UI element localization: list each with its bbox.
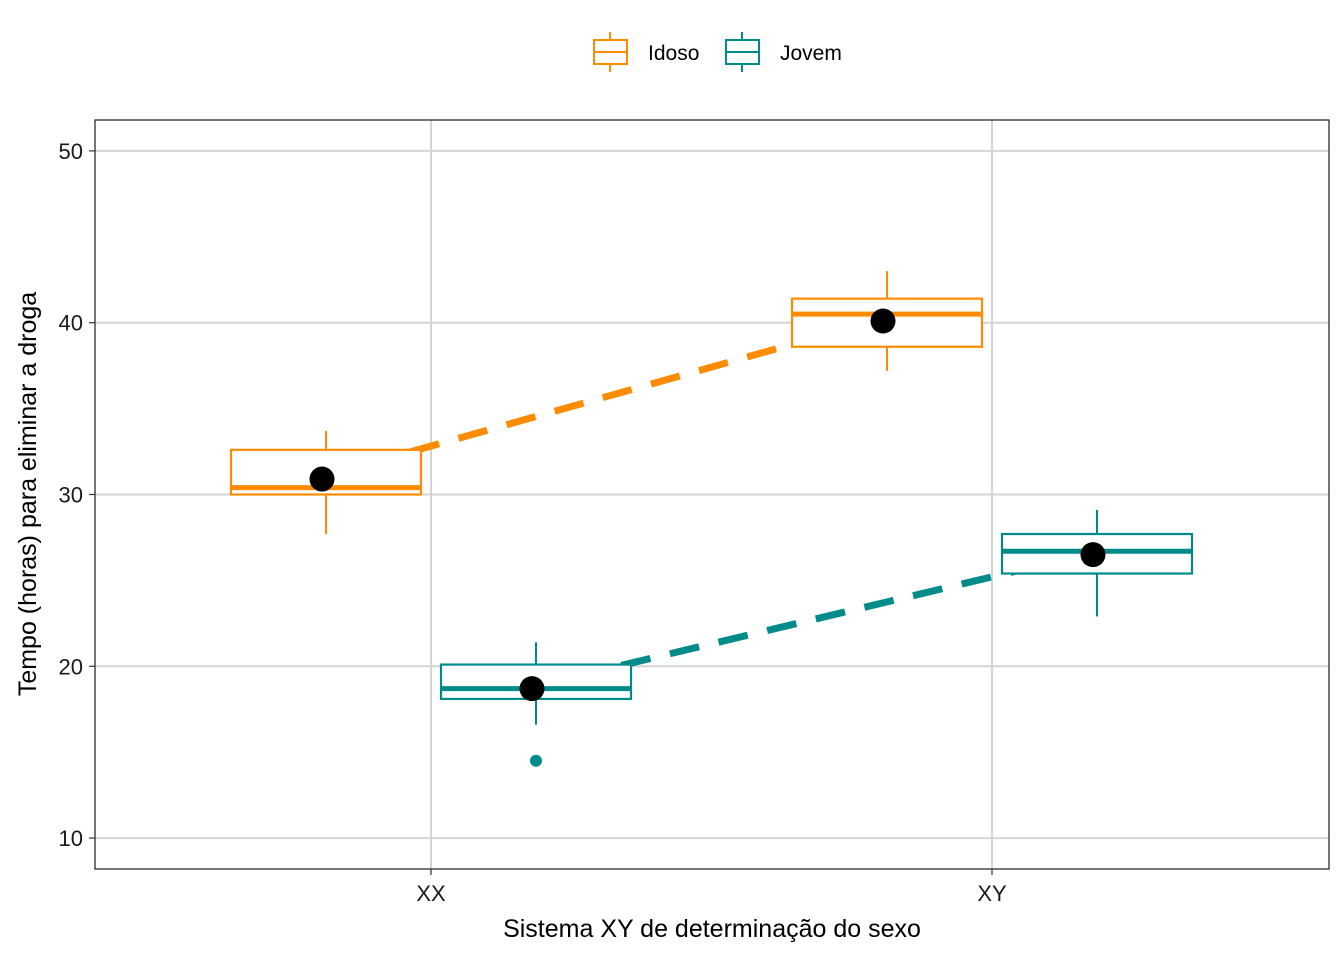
mean-point: [519, 676, 545, 702]
mean-point: [309, 466, 335, 492]
mean-lines: [313, 317, 1086, 693]
grid-lines: [95, 120, 1329, 869]
boxes: [229, 271, 1194, 767]
x-axis: XX XY: [416, 869, 1007, 906]
y-tick-label: 10: [59, 826, 83, 851]
y-axis: 10 20 30 40 50: [59, 139, 95, 851]
legend: Idoso Jovem: [593, 32, 842, 72]
y-tick-label: 20: [59, 654, 83, 679]
y-axis-title: Tempo (horas) para eliminar a droga: [14, 292, 42, 696]
legend-label: Idoso: [648, 42, 699, 65]
mean-point: [1080, 542, 1106, 568]
legend-item-jovem: Jovem: [725, 32, 842, 72]
y-tick-label: 50: [59, 139, 83, 164]
outlier-point: [530, 754, 542, 767]
mean-point: [870, 308, 896, 334]
y-tick-label: 40: [59, 311, 83, 336]
x-tick-label: XY: [977, 881, 1007, 906]
x-axis-title: Sistema XY de determinação do sexo: [503, 915, 921, 943]
legend-label: Jovem: [780, 42, 842, 65]
y-tick-label: 30: [59, 483, 83, 508]
x-tick-label: XX: [416, 881, 446, 906]
legend-item-idoso: Idoso: [593, 32, 699, 72]
mean-points: [309, 308, 1106, 702]
